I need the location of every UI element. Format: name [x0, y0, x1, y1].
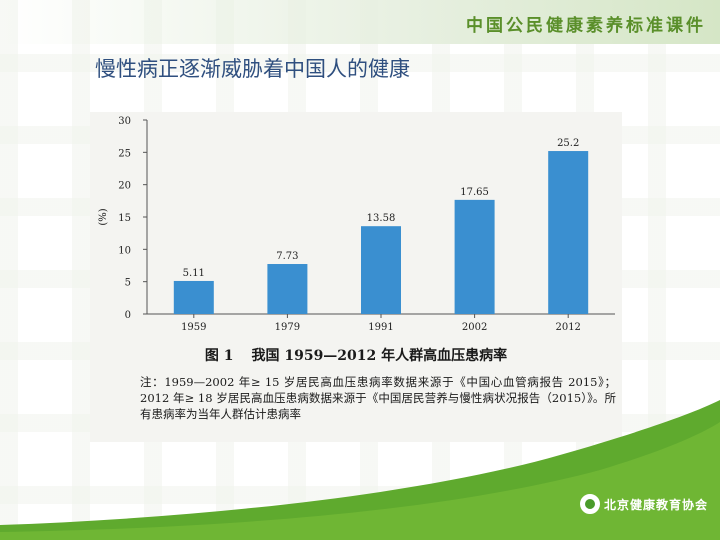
brand-title: 中国公民健康素养标准课件 [466, 16, 706, 36]
data-label: 17.65 [460, 187, 489, 198]
org-name: 北京健康教育协会 [603, 497, 708, 512]
figure-panel: 0 5 10 15 20 25 30 (%) 5.11 1959 7.73 1979 13.58 1991… [90, 112, 622, 442]
bar [173, 280, 214, 314]
data-label: 25.2 [557, 138, 579, 149]
x-tick-label: 1991 [368, 322, 393, 333]
bar [267, 264, 308, 314]
footer-wave [0, 400, 720, 540]
y-tick-label: 30 [118, 116, 131, 127]
org-logo-icon [579, 494, 600, 514]
bar [548, 151, 589, 314]
figure-caption: 图 1 我国 1959—2012 年人群高血压患病率 [90, 345, 622, 365]
figure-note: 注：1959—2002 年≥ 15 岁居民高血压患病率数据来源于《中国心血管病报… [96, 374, 616, 422]
footer-logo: 北京健康教育协会 [579, 494, 708, 514]
header-band [0, 0, 720, 44]
figure-note-text: 注：1959—2002 年≥ 15 岁居民高血压患病率数据来源于《中国心血管病报… [140, 375, 616, 421]
data-label: 5.11 [183, 268, 205, 279]
bar [361, 226, 401, 314]
x-tick-label: 1979 [275, 322, 300, 333]
bar-chart: 0 5 10 15 20 25 30 (%) 5.11 1959 7.73 1979 13.58 1991… [98, 116, 615, 333]
y-tick-label: 5 [125, 278, 131, 289]
figure-caption-number: 图 1 [204, 348, 234, 364]
y-tick-label: 20 [118, 181, 131, 192]
x-tick-label: 2012 [555, 322, 580, 333]
y-axis-label: (%) [98, 208, 109, 225]
x-tick-label: 2002 [462, 322, 487, 333]
x-tick-label: 1959 [181, 322, 206, 333]
y-tick-label: 0 [125, 310, 131, 321]
data-label: 7.73 [276, 251, 298, 262]
data-label: 13.58 [367, 213, 396, 224]
figure-caption-text: 我国 1959—2012 年人群高血压患病率 [251, 348, 508, 364]
y-tick-label: 15 [118, 213, 131, 224]
slide-title: 慢性病正逐渐威胁着中国人的健康 [95, 57, 410, 81]
y-tick-label: 10 [118, 245, 131, 256]
bar [454, 199, 495, 314]
y-tick-label: 25 [118, 148, 131, 159]
